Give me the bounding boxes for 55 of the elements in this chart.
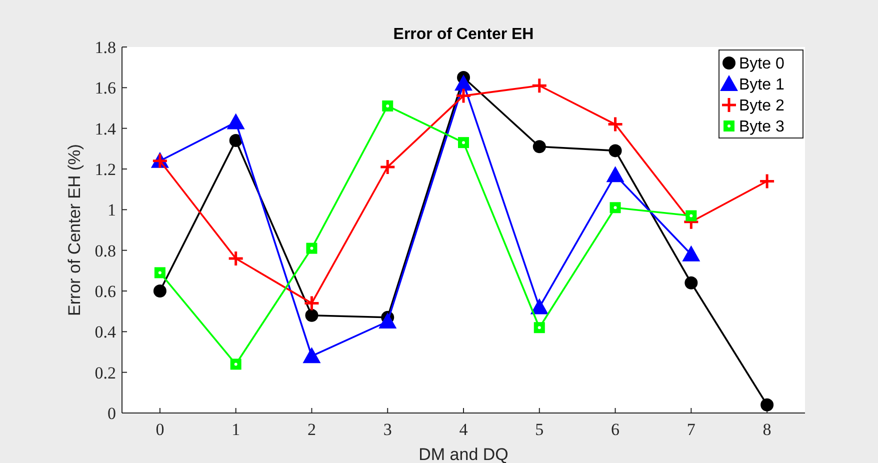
point [228,250,244,267]
y-tick-label: 0.8 [94,241,116,260]
point [455,88,472,104]
x-tick-label: 8 [762,420,772,439]
legend-label: Byte 2 [739,98,784,115]
point [530,298,548,314]
y-tick-label: 1.2 [94,160,116,179]
point [606,166,624,182]
point [686,210,697,222]
x-tick-label: 6 [611,420,620,439]
point [454,74,472,91]
point [458,137,469,148]
y-tick-label: 0.4 [94,322,116,342]
x-tick-label: 7 [686,420,696,439]
y-tick-label: 0 [108,404,116,423]
point [608,144,622,158]
point [305,308,318,322]
point [684,276,698,290]
point [303,294,320,312]
point [531,77,548,94]
x-tick-label: 5 [535,420,544,439]
point [154,267,166,278]
point [229,134,242,148]
point [230,358,242,370]
x-tick-label: 3 [383,420,392,439]
point [682,245,700,262]
point [760,398,774,412]
y-tick-label: 0.2 [94,363,116,382]
x-tick-label: 4 [459,420,468,439]
legend-label: Byte 1 [739,76,784,94]
legend-label: Byte 3 [739,118,784,136]
point [153,284,166,298]
point [382,100,394,112]
y-tick-label: 1 [108,200,116,220]
y-tick-label: 1.6 [94,78,116,98]
x-tick-label: 2 [307,420,316,439]
point [607,116,624,133]
point [226,113,245,130]
point [534,322,545,334]
point [532,140,546,154]
y-axis-title: Error of Center EH (%) [65,144,84,316]
x-tick-label: 0 [156,420,164,439]
x-axis-title: DM and DQ [418,445,508,463]
point [758,172,776,190]
x-tick-label: 1 [232,420,240,439]
point [378,312,397,328]
point [379,158,396,176]
point [306,242,318,254]
y-tick-label: 1.8 [94,38,116,57]
legend-label: Byte 0 [739,56,784,73]
point [610,202,621,214]
chart-title: Error of Center EH [393,26,534,43]
y-tick-label: 1.4 [94,119,116,138]
point [302,347,321,364]
y-tick-label: 0.6 [94,282,116,301]
